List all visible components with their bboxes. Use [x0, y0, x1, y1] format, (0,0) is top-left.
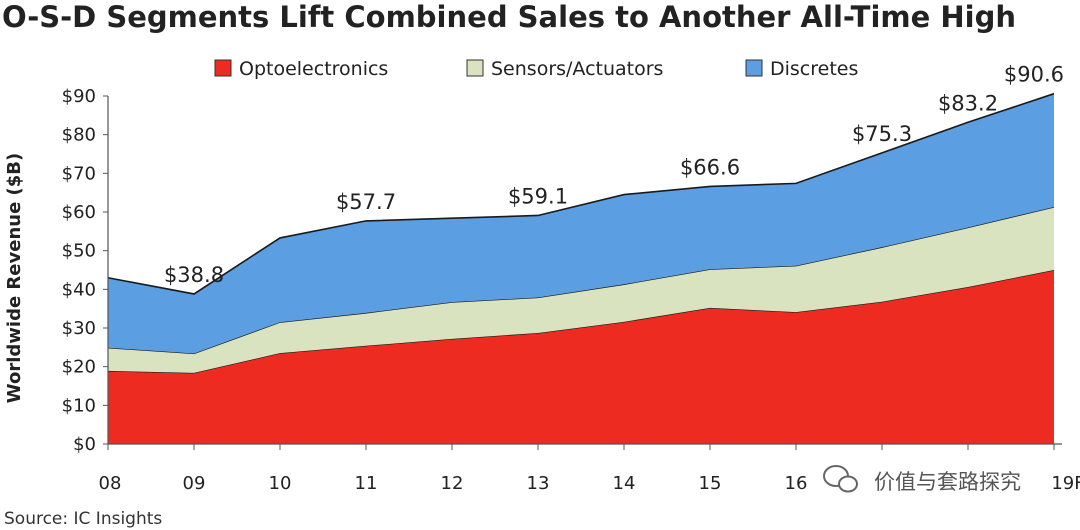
data-label: $75.3 [852, 122, 912, 146]
legend-swatch [466, 59, 484, 77]
x-tick-label: 12 [441, 473, 464, 494]
legend: Optoelectronics Sensors/Actuators Discrete… [214, 58, 858, 80]
x-tick-label: 19F [1051, 473, 1080, 494]
x-tick-label: 10 [269, 473, 292, 494]
y-tick-label: $30 [62, 318, 96, 339]
source-note: Source: IC Insights [4, 509, 162, 529]
legend-label: Optoelectronics [239, 58, 388, 80]
area-discretes [108, 93, 1054, 354]
x-tick-label: 15 [699, 473, 722, 494]
watermark: 价值与套路探究 [823, 465, 1021, 494]
y-tick-label: $90 [62, 86, 96, 107]
x-tick-label: 09 [183, 473, 206, 494]
legend-swatch [214, 59, 232, 77]
data-label: $59.1 [508, 184, 568, 208]
x-tick-label: 14 [613, 473, 636, 494]
y-tick-label: $10 [62, 395, 96, 416]
area-optoelectronics [108, 270, 1054, 444]
y-tick-label: $40 [62, 279, 96, 300]
y-tick-label: $80 [62, 125, 96, 146]
x-tick-label: 16 [785, 473, 808, 494]
y-tick-label: $60 [62, 202, 96, 223]
y-tick-label: $70 [62, 163, 96, 184]
y-tick-label: $20 [62, 357, 96, 378]
axes [107, 96, 1062, 445]
data-label: $83.2 [938, 91, 998, 115]
y-axis-title: Worldwide Revenue ($B) [4, 153, 25, 403]
legend-swatch [745, 59, 763, 77]
data-label: $90.6 [1004, 63, 1064, 87]
y-tick-label: $50 [62, 241, 96, 262]
series-line-discretes [107, 92, 1055, 295]
stacked-areas [107, 92, 1055, 444]
area-sensors-actuators [108, 206, 1054, 373]
x-tick-label: 11 [355, 473, 378, 494]
data-label: $57.7 [336, 190, 396, 214]
x-axis-ticks: 08 09 10 11 12 13 14 15 16 19F [99, 444, 1080, 494]
y-axis-ticks: $0 $10 $20 $30 $40 $50 $60 $70 $80 $90 [62, 86, 108, 455]
data-label: $66.6 [680, 155, 740, 179]
watermark-text: 价值与套路探究 [874, 470, 1021, 494]
x-tick-label: 08 [99, 473, 122, 494]
chart-title: O-S-D Segments Lift Combined Sales to An… [2, 0, 1016, 34]
legend-label: Discretes [770, 58, 858, 80]
legend-label: Sensors/Actuators [491, 58, 663, 80]
wechat-icon [823, 465, 858, 493]
x-tick-label: 13 [527, 473, 550, 494]
y-tick-label: $0 [73, 434, 96, 455]
data-labels: $38.8 $57.7 $59.1 $66.6 $75.3 $83.2$90.6 [164, 63, 1064, 287]
data-label: $38.8 [164, 263, 224, 287]
